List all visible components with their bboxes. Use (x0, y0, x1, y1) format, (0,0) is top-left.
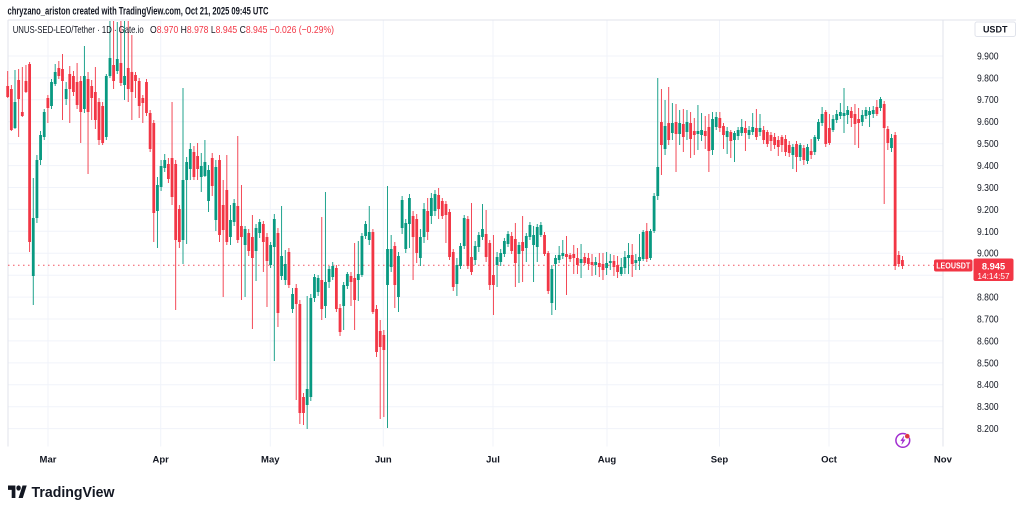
svg-text:Mar: Mar (40, 455, 57, 466)
svg-text:Jun: Jun (375, 455, 392, 466)
svg-text:8.200: 8.200 (977, 424, 999, 435)
svg-text:14:14:57: 14:14:57 (977, 271, 1010, 281)
svg-text:LEOUSDT: LEOUSDT (936, 260, 971, 270)
svg-text:USDT: USDT (983, 25, 1008, 35)
svg-text:Sep: Sep (711, 455, 729, 466)
svg-text:9.500: 9.500 (977, 139, 999, 150)
svg-text:9.300: 9.300 (977, 183, 999, 194)
svg-text:9.400: 9.400 (977, 161, 999, 172)
svg-text:9.200: 9.200 (977, 205, 999, 216)
svg-text:chryzano_ariston created with: chryzano_ariston created with TradingVie… (8, 6, 269, 18)
svg-text:9.800: 9.800 (977, 73, 999, 84)
svg-text:9.600: 9.600 (977, 117, 999, 128)
svg-text:May: May (261, 455, 280, 466)
svg-text:8.300: 8.300 (977, 402, 999, 413)
svg-text:Oct: Oct (821, 455, 838, 466)
svg-text:9.000: 9.000 (977, 249, 999, 260)
svg-text:8.945: 8.945 (982, 262, 1005, 272)
svg-text:8.500: 8.500 (977, 358, 999, 369)
svg-text:8.700: 8.700 (977, 315, 999, 326)
svg-text:Apr: Apr (153, 455, 170, 466)
svg-text:8.800: 8.800 (977, 293, 999, 304)
svg-text:9.900: 9.900 (977, 51, 999, 62)
svg-text:Nov: Nov (934, 455, 953, 466)
svg-text:O8.970 H8.978 L8.945 C8.945 −0: O8.970 H8.978 L8.945 C8.945 −0.026 (−0.2… (150, 24, 334, 36)
svg-text:UNUS-SED-LEO/Tether · 1D · Gat: UNUS-SED-LEO/Tether · 1D · Gate.io (13, 24, 144, 36)
svg-text:Aug: Aug (598, 455, 617, 466)
svg-text:Jul: Jul (486, 455, 500, 466)
svg-text:9.700: 9.700 (977, 95, 999, 106)
svg-text:9.100: 9.100 (977, 227, 999, 238)
svg-text:8.600: 8.600 (977, 336, 999, 347)
svg-text:TradingView: TradingView (32, 484, 115, 501)
svg-text:8.400: 8.400 (977, 380, 999, 391)
